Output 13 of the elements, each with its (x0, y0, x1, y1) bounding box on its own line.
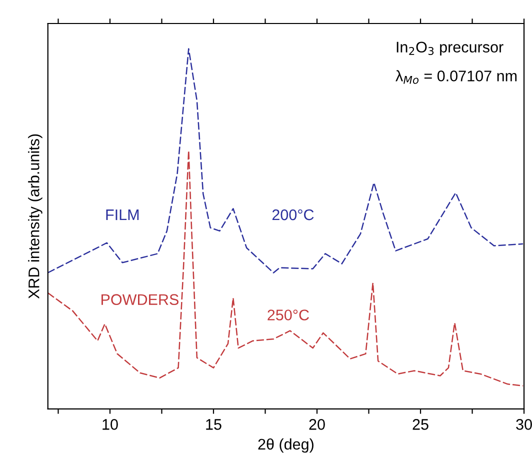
x-tick-label: 15 (206, 419, 222, 430)
x-tick-label: 30 (516, 419, 532, 430)
x-tick-label: 10 (102, 419, 118, 430)
x-tick-label: 20 (309, 419, 325, 430)
x-tick-label: 25 (412, 419, 428, 430)
series-label: FILM (106, 210, 139, 220)
series-label: POWDERS (102, 294, 178, 305)
annotation: 250°C (268, 310, 309, 320)
annotation: 200°C (272, 209, 314, 220)
annotation: In$_{2}$O$_{3}$ precursor (396, 42, 504, 56)
y-axis-title: XRD intensity (arb.units) (28, 134, 42, 299)
annotation: λ$_{Mo}$ = 0.07107 nm (396, 70, 517, 84)
x-axis-title: 2θ (deg) (258, 438, 314, 453)
